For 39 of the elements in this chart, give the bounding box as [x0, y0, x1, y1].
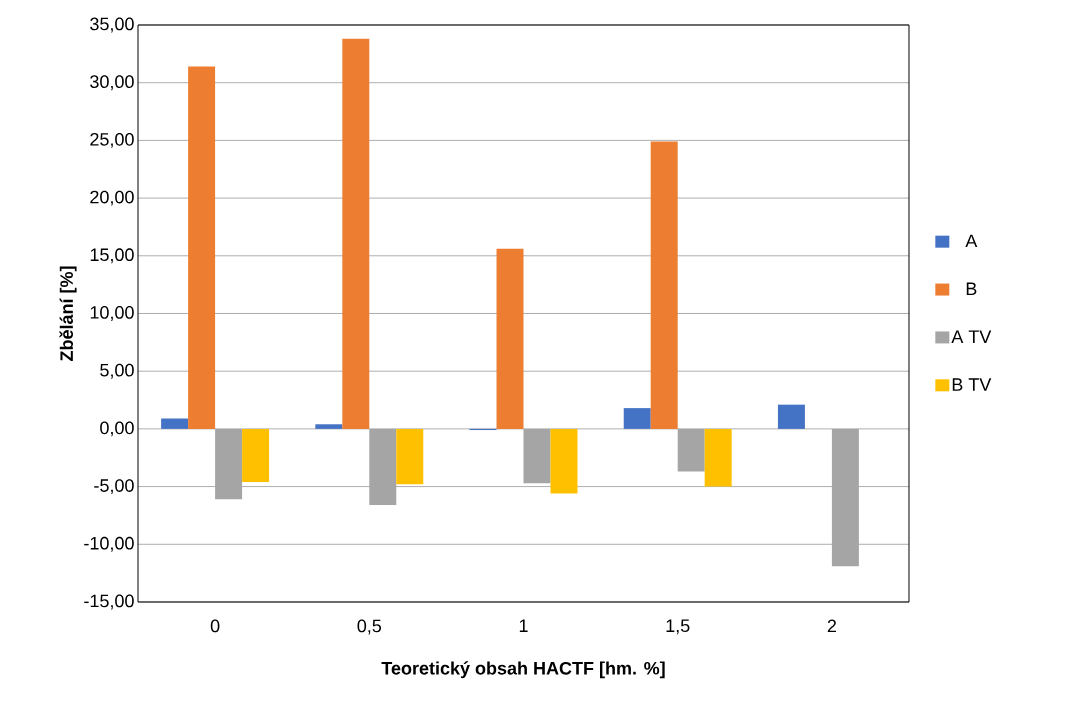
bar	[188, 66, 216, 429]
bar	[396, 428, 424, 485]
y-tick-label: 5,00	[100, 363, 134, 379]
legend-label: A	[965, 234, 978, 248]
x-tick-label: 0,5	[357, 619, 382, 635]
y-tick-label: 20,00	[90, 190, 134, 206]
legend-label: B TV	[952, 378, 992, 391]
y-tick-label: 0,00	[100, 421, 134, 437]
bar	[623, 408, 651, 429]
bar	[523, 428, 551, 484]
bar	[342, 38, 370, 429]
y-tick-label: -10,00	[84, 536, 134, 552]
legend-label: A TV	[951, 330, 992, 343]
bar	[677, 428, 705, 472]
bar	[242, 428, 270, 482]
y-tick-label: 25,00	[90, 132, 134, 148]
y-axis-title: Zbělání [%]	[59, 266, 77, 361]
bar	[315, 424, 343, 429]
y-tick-label: -5,00	[94, 479, 134, 495]
x-tick-label: 1,5	[666, 619, 690, 635]
bar	[550, 428, 578, 494]
y-tick-label: -15,00	[84, 594, 134, 610]
bar	[369, 428, 397, 506]
bar	[496, 248, 524, 429]
bar	[650, 141, 678, 429]
y-tick-label: 10,00	[90, 306, 134, 321]
bar	[215, 428, 243, 500]
legend-label: B	[966, 282, 977, 295]
y-tick-label: 15,00	[90, 248, 134, 264]
bar	[704, 428, 732, 487]
x-tick-label: 1	[519, 619, 528, 632]
y-tick-label: 35,00	[90, 17, 134, 33]
bar	[161, 418, 189, 429]
bar	[831, 428, 859, 567]
bar	[777, 404, 805, 429]
x-tick-label: 2	[827, 619, 837, 633]
x-tick-label: 0	[210, 619, 220, 633]
y-tick-label: 30,00	[90, 75, 134, 91]
x-axis-title: Teoretický obsah HACTF [hm. %]	[381, 661, 665, 679]
